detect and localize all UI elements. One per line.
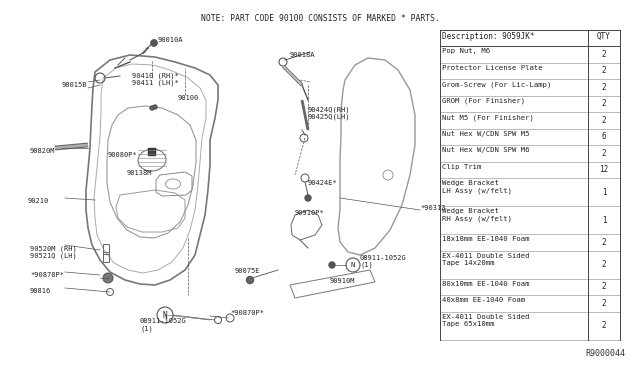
Text: 2: 2: [602, 299, 606, 308]
Text: Wedge Bracket
LH Assy (w/felt): Wedge Bracket LH Assy (w/felt): [442, 180, 512, 193]
Text: 6: 6: [602, 132, 606, 141]
Text: 80x10mm EE-1040 Foam: 80x10mm EE-1040 Foam: [442, 280, 529, 287]
Text: 90100: 90100: [178, 95, 199, 101]
Circle shape: [103, 273, 113, 283]
Text: 90080P*: 90080P*: [108, 152, 138, 158]
Text: QTY: QTY: [597, 32, 611, 41]
Bar: [103, 244, 109, 254]
Text: 2: 2: [602, 66, 606, 75]
Text: 90015B: 90015B: [62, 82, 88, 88]
Text: 2: 2: [602, 282, 606, 291]
Text: N: N: [163, 311, 167, 320]
Text: Grom-Screw (For Lic-Lamp): Grom-Screw (For Lic-Lamp): [442, 81, 552, 87]
Text: 90424E*: 90424E*: [308, 180, 338, 186]
Text: 90820M: 90820M: [30, 148, 56, 154]
Text: 2: 2: [602, 83, 606, 92]
Text: 2: 2: [602, 50, 606, 59]
Text: 90075E: 90075E: [235, 268, 260, 274]
Text: Wedge Bracket
RH Assy (w/felt): Wedge Bracket RH Assy (w/felt): [442, 208, 512, 222]
Bar: [103, 252, 109, 262]
Text: 90210: 90210: [28, 198, 49, 204]
Text: 2: 2: [602, 238, 606, 247]
Text: *90870P*: *90870P*: [230, 310, 264, 316]
Text: 2: 2: [602, 149, 606, 158]
Text: 90910P*: 90910P*: [295, 210, 324, 216]
Text: 18x18mm EE-1040 Foam: 18x18mm EE-1040 Foam: [442, 236, 529, 242]
Text: 90018A: 90018A: [290, 52, 316, 58]
Text: 2: 2: [602, 260, 606, 269]
Text: N: N: [351, 262, 355, 268]
Text: 1: 1: [602, 216, 606, 225]
Text: Description: 9059JK*: Description: 9059JK*: [442, 32, 534, 41]
Circle shape: [150, 39, 157, 46]
Text: Clip Trim: Clip Trim: [442, 164, 481, 170]
Text: 2: 2: [602, 116, 606, 125]
Circle shape: [150, 106, 154, 110]
Text: *90313: *90313: [420, 205, 445, 211]
Text: 90816: 90816: [30, 288, 51, 294]
Text: GROM (For Finisher): GROM (For Finisher): [442, 97, 525, 104]
Circle shape: [153, 105, 157, 109]
Text: 90910M: 90910M: [330, 278, 355, 284]
Text: 90424Q(RH)
90425Q(LH): 90424Q(RH) 90425Q(LH): [308, 106, 351, 120]
Bar: [148, 148, 155, 155]
Text: 90410 (RH)*
90411 (LH)*: 90410 (RH)* 90411 (LH)*: [132, 72, 179, 86]
Text: Nut Hex W/CDN SPW M5: Nut Hex W/CDN SPW M5: [442, 131, 529, 137]
Text: Nut M5 (For Finisher): Nut M5 (For Finisher): [442, 114, 534, 121]
Circle shape: [329, 262, 335, 268]
Text: EX-4011 Double Sided
Tape 65x10mm: EX-4011 Double Sided Tape 65x10mm: [442, 314, 529, 327]
Text: Pop Nut, M6: Pop Nut, M6: [442, 48, 490, 54]
Text: 90138M: 90138M: [127, 170, 152, 176]
Text: 08911-1052G
(1): 08911-1052G (1): [360, 255, 407, 269]
Text: NOTE: PART CODE 90100 CONSISTS OF MARKED * PARTS.: NOTE: PART CODE 90100 CONSISTS OF MARKED…: [200, 14, 440, 23]
Text: R9000044: R9000044: [585, 349, 625, 358]
Text: 1: 1: [602, 187, 606, 196]
Text: 08911-1052G
(1): 08911-1052G (1): [140, 318, 187, 331]
Text: 90520M (RH)
90521Q (LH): 90520M (RH) 90521Q (LH): [30, 245, 77, 259]
Text: 12: 12: [600, 165, 609, 174]
Text: 2: 2: [602, 99, 606, 108]
Text: *90878P*: *90878P*: [30, 272, 64, 278]
Text: 40x8mm EE-1040 Foam: 40x8mm EE-1040 Foam: [442, 297, 525, 303]
Text: Nut Hex W/CDN SPW M6: Nut Hex W/CDN SPW M6: [442, 147, 529, 153]
Text: EX-4011 Double Sided
Tape 14x20mm: EX-4011 Double Sided Tape 14x20mm: [442, 253, 529, 266]
Text: Protector License Plate: Protector License Plate: [442, 64, 543, 71]
Text: 2: 2: [602, 321, 606, 330]
Circle shape: [246, 276, 253, 283]
Circle shape: [305, 195, 311, 201]
Text: 90010A: 90010A: [158, 37, 184, 43]
